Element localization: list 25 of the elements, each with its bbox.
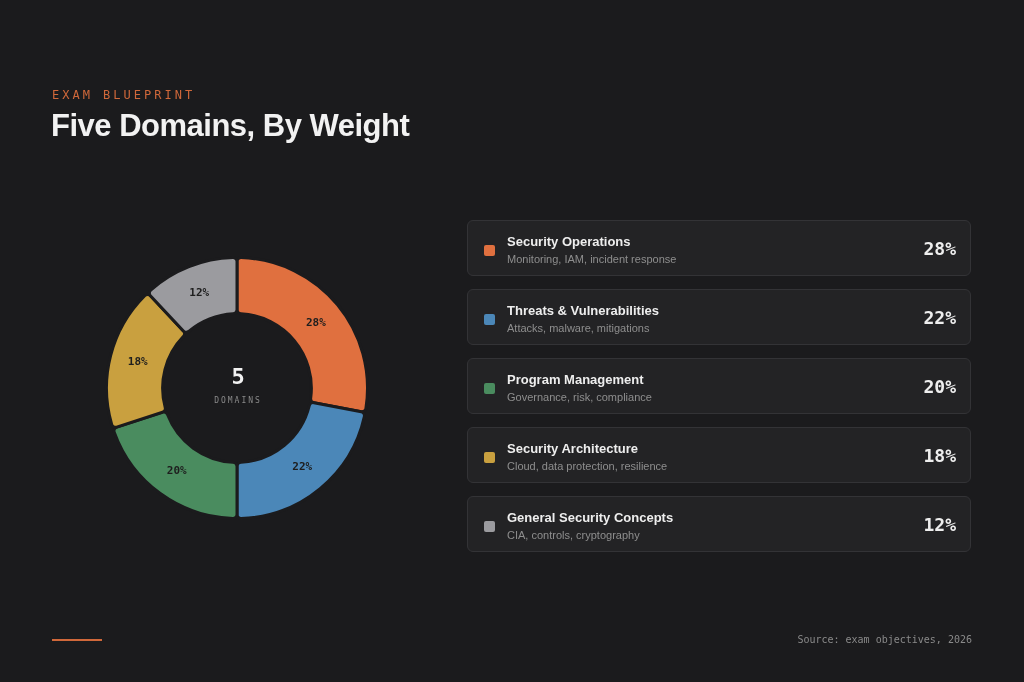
text: 22%	[923, 307, 956, 328]
legend-label: Program Management	[507, 372, 644, 387]
data-label: 22%	[292, 459, 313, 473]
text: 5	[230, 364, 246, 389]
legend-label: Security Architecture	[507, 441, 639, 456]
text: 20%	[923, 376, 956, 397]
text: Monitoring, IAM, incident response	[507, 253, 677, 265]
legend-label: General Security Concepts	[507, 510, 674, 525]
text: 18%	[923, 445, 956, 466]
text: DOMAINS	[213, 396, 263, 405]
text: Cloud, data protection, resilience	[507, 460, 668, 472]
data-label: 20%	[166, 463, 188, 477]
legend-label: Security Operations	[507, 234, 631, 249]
text: Governance, risk, compliance	[507, 391, 652, 403]
chart-subtitle: EXAM BLUEPRINT	[52, 88, 196, 102]
legend-label: Threats & Vulnerabilities	[507, 303, 659, 318]
text: 28%	[923, 238, 956, 259]
text: 12%	[923, 514, 956, 535]
chart-title: Five Domains, By Weight	[51, 108, 410, 144]
text: Attacks, malware, mitigations	[507, 322, 650, 334]
data-label: 28%	[306, 315, 327, 329]
text: CIA, controls, cryptography	[507, 529, 640, 541]
data-label: 12%	[189, 285, 210, 299]
source-note: Source: exam objectives, 2026	[797, 634, 972, 645]
data-label: 18%	[127, 355, 149, 369]
